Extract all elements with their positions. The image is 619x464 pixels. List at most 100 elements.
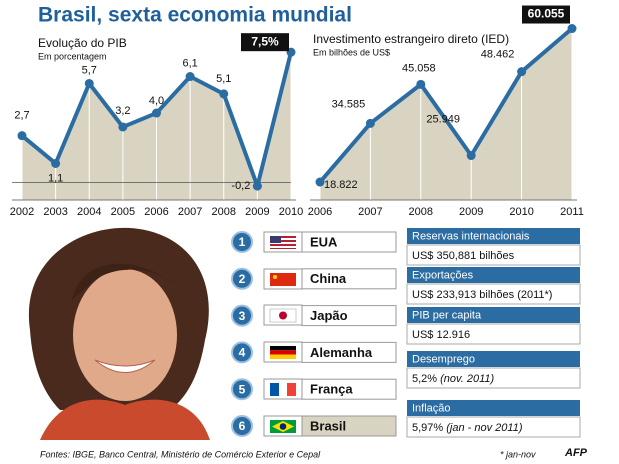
- portrait: [8, 227, 228, 440]
- value-label: 48.462: [481, 49, 515, 61]
- rank-badge: [231, 378, 253, 401]
- country-box: [301, 341, 397, 363]
- point: [152, 108, 161, 118]
- credit: AFP: [564, 447, 588, 459]
- value-label: 3,2: [115, 105, 130, 117]
- rank-badge: [231, 415, 253, 437]
- point: [315, 177, 325, 187]
- x-tick-label: 2002: [10, 206, 34, 218]
- x-tick-label: 2004: [77, 206, 101, 218]
- indicator-label: PIB per capita: [412, 309, 482, 321]
- x-tick-label: 2009: [245, 206, 269, 218]
- x-tick-label: 2011: [560, 206, 584, 218]
- value-label: 2,7: [14, 110, 29, 122]
- country-box: [301, 378, 397, 400]
- point: [252, 181, 262, 191]
- x-tick-label: 2007: [178, 206, 202, 218]
- point: [466, 151, 476, 161]
- rank-number: 1: [239, 235, 246, 249]
- value-label: 60.055: [528, 7, 565, 21]
- value-label: 7,5%: [251, 34, 279, 48]
- x-tick-label: 2006: [308, 206, 332, 218]
- note: (nov. 2011): [440, 373, 494, 385]
- indicator-value-box: [406, 416, 581, 438]
- indicator-value: US$ 350,881 bilhões: [412, 250, 515, 262]
- rank-number: 2: [239, 272, 246, 286]
- area: [320, 28, 572, 201]
- value-label: -0,2: [231, 180, 250, 192]
- value-label: 34.585: [332, 98, 366, 110]
- indicator-header: [407, 228, 580, 244]
- point: [51, 158, 61, 168]
- indicator-label: Desemprego: [412, 353, 475, 365]
- point: [567, 24, 577, 34]
- chart-title: Investimento estrangeiro direto (IED): [313, 32, 509, 46]
- note: (jan - nov 2011): [446, 422, 523, 434]
- country: Brasil: [310, 418, 346, 433]
- x-tick-label: 2005: [111, 206, 135, 218]
- value: 5,97%: [412, 422, 443, 434]
- x-tick-label: 2008: [409, 206, 433, 218]
- indicator-label: Exportações: [412, 269, 474, 281]
- value-label: 6,1: [182, 57, 197, 69]
- point: [517, 67, 527, 77]
- point: [185, 72, 195, 82]
- x-tick-label: 2007: [358, 206, 382, 218]
- rank-number: 5: [239, 382, 246, 396]
- x-tick-label: 2010: [279, 206, 303, 218]
- point: [118, 122, 128, 132]
- point: [84, 78, 94, 88]
- rank-badge: [231, 231, 253, 253]
- indicator-value: 5,97% (jan - nov 2011): [412, 422, 523, 434]
- x-tick-label: 2010: [509, 206, 533, 218]
- point: [17, 131, 27, 141]
- point: [365, 118, 375, 128]
- value-label: 1,1: [48, 172, 63, 184]
- country: EUA: [310, 234, 338, 249]
- indicator-value: US$ 233,913 bilhões (2011*): [412, 289, 552, 301]
- country: Japão: [310, 308, 348, 323]
- point: [416, 79, 426, 89]
- value: 5,2%: [412, 373, 437, 385]
- value-label: 25.949: [426, 113, 460, 125]
- label-box: [241, 33, 289, 52]
- point: [219, 89, 229, 99]
- country: França: [310, 382, 353, 397]
- chart-title: Evolução do PIB: [38, 36, 127, 50]
- country-box: [301, 305, 397, 327]
- chart-subtitle: Em porcentagem: [38, 51, 107, 61]
- value-label: 5,7: [82, 64, 97, 76]
- indicator-header: [407, 267, 580, 283]
- value-label: 5,1: [216, 73, 231, 85]
- line: [318, 26, 574, 184]
- indicator-value-box: [406, 367, 581, 389]
- rank-number: 6: [239, 419, 246, 433]
- value-label: 18.822: [324, 179, 358, 191]
- indicator-value-box: [406, 283, 581, 305]
- country-box: [301, 268, 397, 290]
- indicator-header: [407, 351, 580, 367]
- flags: [263, 231, 303, 437]
- indicator-header: [407, 400, 580, 416]
- country: Alemanha: [310, 345, 373, 360]
- indicator-header: [407, 307, 580, 323]
- value: US$ 233,913 bilhões (2011*): [412, 289, 552, 301]
- value: US$ 12.916: [412, 329, 470, 341]
- value-label: 45.058: [402, 62, 436, 74]
- x-tick-label: 2008: [212, 206, 236, 218]
- rank-badge: [231, 267, 253, 290]
- country-box: [301, 415, 397, 437]
- footnote: * jan-nov: [500, 449, 536, 459]
- x-tick-label: 2006: [144, 206, 168, 218]
- country-box: [301, 231, 397, 253]
- sources: Fontes: IBGE, Banco Central, Ministério …: [40, 449, 321, 459]
- chart-subtitle: Em bilhões de US$: [313, 47, 390, 57]
- title: Brasil, sexta economia mundial: [38, 4, 352, 27]
- indicator-label: Inflação: [412, 402, 451, 414]
- indicator-label: Reservas internacionais: [412, 230, 530, 242]
- rank-badge: [231, 304, 253, 327]
- country: China: [310, 271, 347, 286]
- indicator-value-box: [406, 244, 581, 266]
- indicator-value: US$ 12.916: [412, 329, 470, 341]
- indicator-value-box: [406, 323, 581, 345]
